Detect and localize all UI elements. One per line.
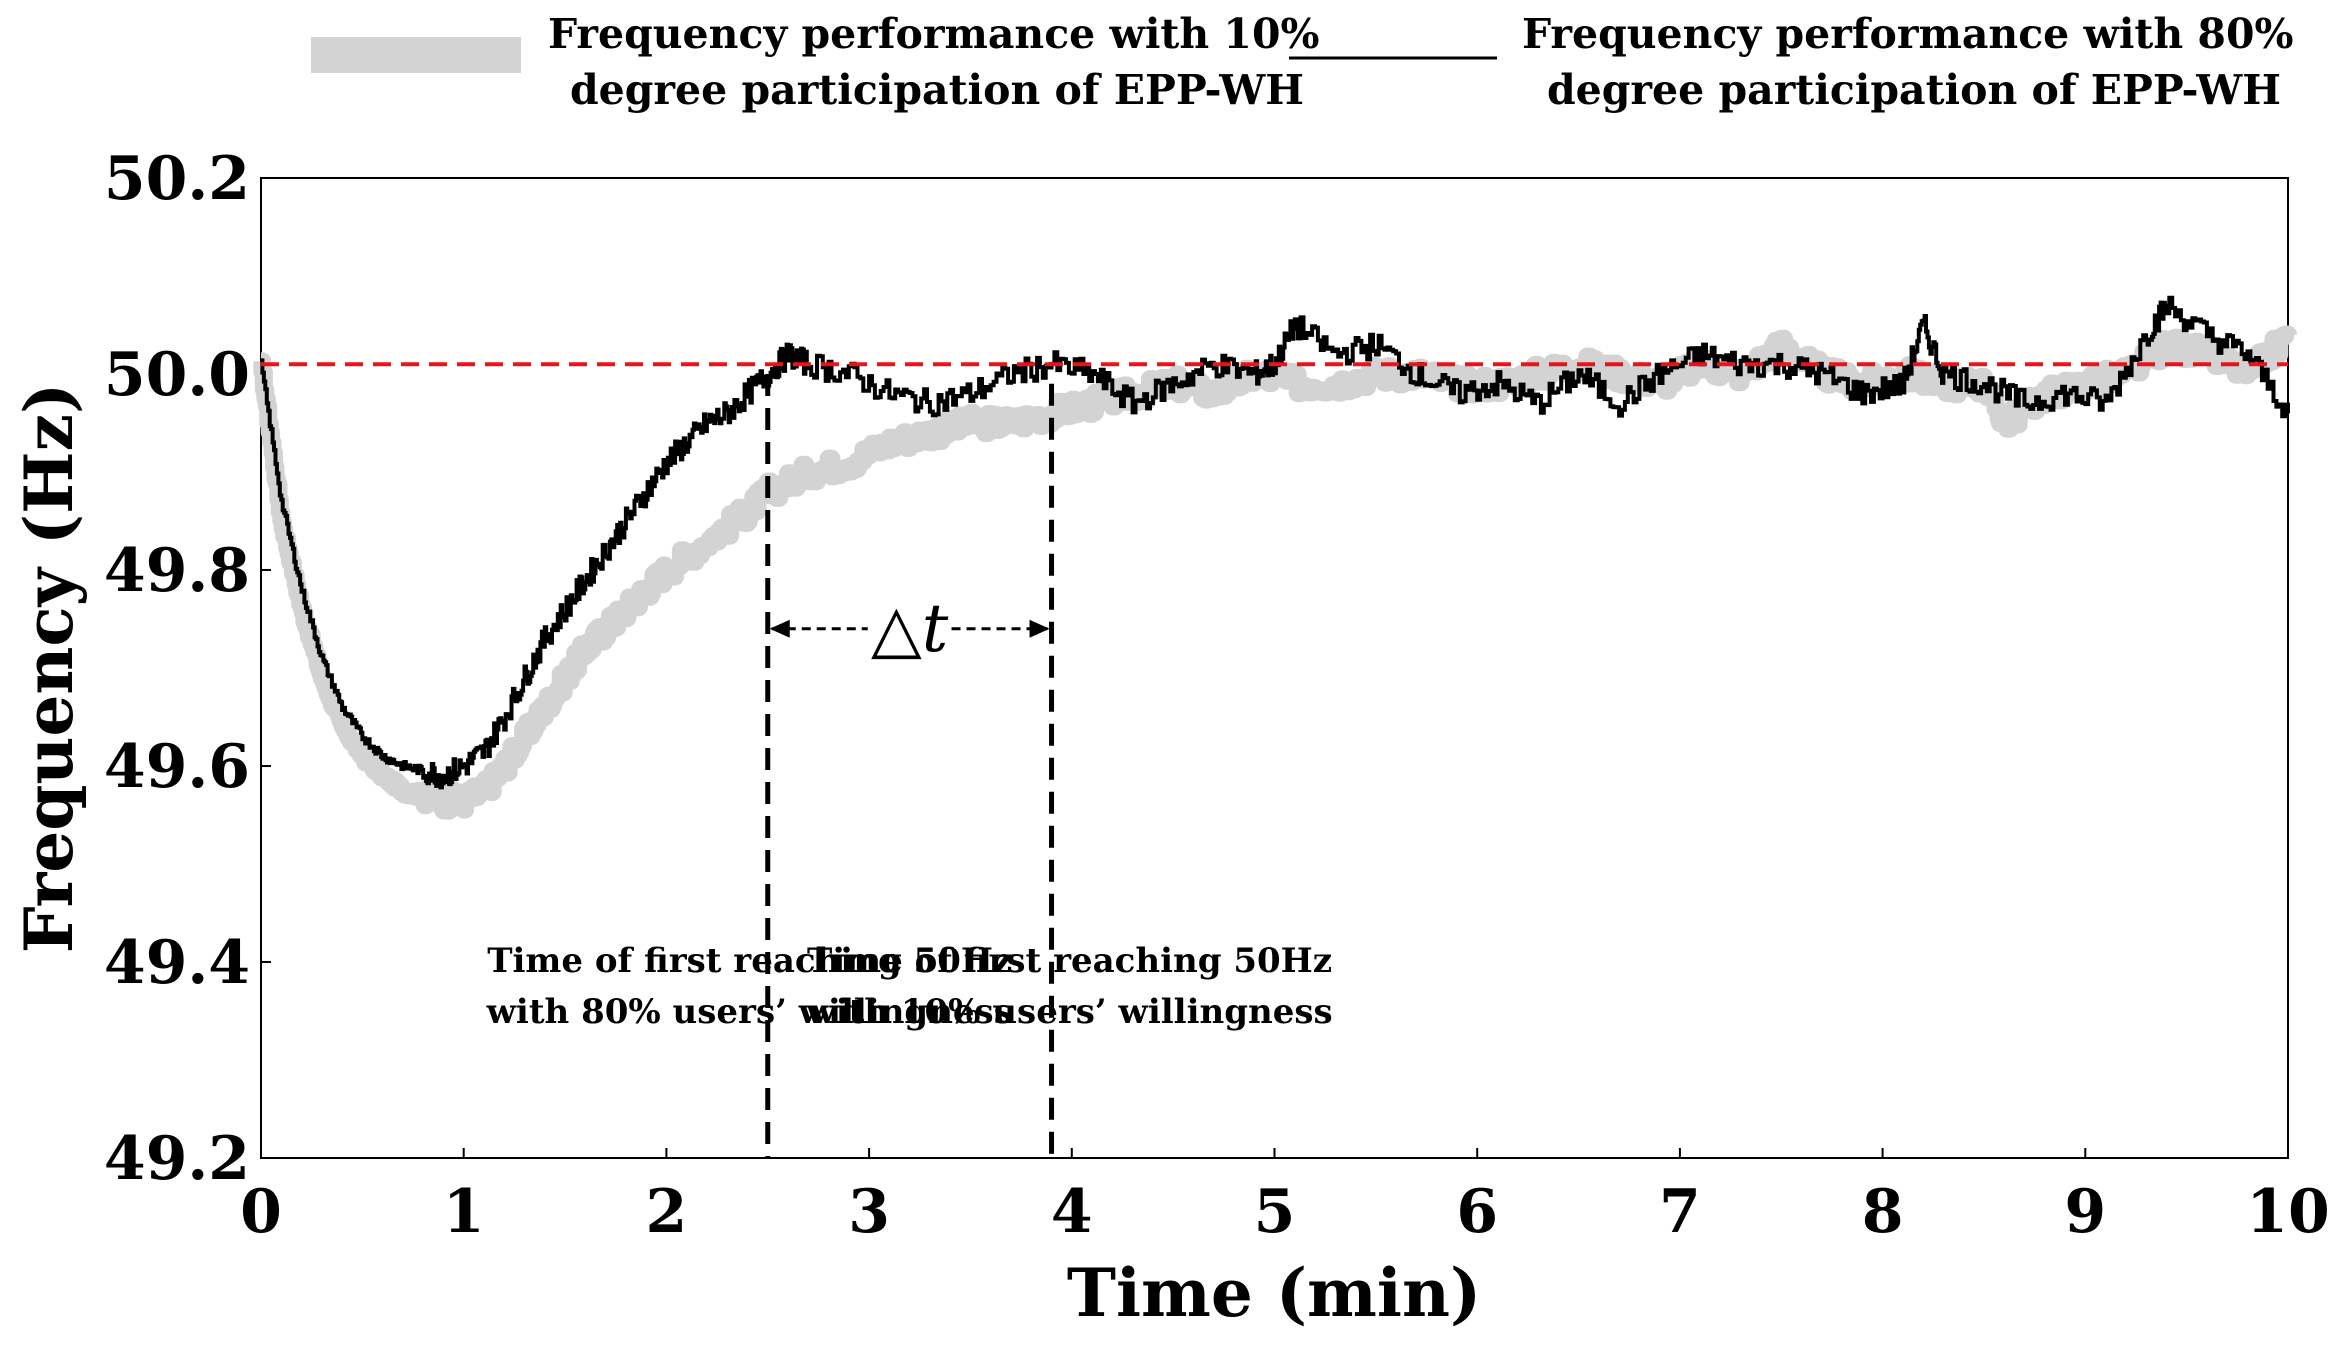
delta-t-label: △t [871, 590, 949, 667]
y-tick-label: 49.4 [104, 928, 250, 998]
legend-label-80pct-line1: Frequency performance with 80% [1522, 10, 2293, 58]
y-tick-label: 50.0 [104, 340, 250, 410]
x-axis: 0 1 2 3 4 5 6 7 8 9 10 [240, 1148, 2330, 1247]
x-tick-label: 5 [1254, 1177, 1296, 1247]
x-tick-label: 1 [443, 1177, 485, 1247]
x-axis-title: Time (min) [1067, 1254, 1481, 1332]
y-axis: 49.2 49.4 49.6 49.8 50.0 50.2 [104, 144, 271, 1194]
x-tick-label: 2 [646, 1177, 688, 1247]
series-layer [253, 295, 2297, 820]
x-tick-label: 9 [2064, 1177, 2106, 1247]
annotation-10pct-line2: with 10% users’ willingness [805, 992, 1332, 1032]
x-tick-label: 4 [1051, 1177, 1093, 1247]
annotation-80pct-line2: with 80% users’ willingness [486, 992, 1013, 1032]
legend-label-80pct-line2: degree participation of EPP-WH [1547, 66, 2281, 114]
x-tick-label: 0 [240, 1177, 282, 1247]
annotation-10pct-line1: Time of first reaching 50Hz [807, 941, 1332, 981]
legend-label-10pct-line1: Frequency performance with 10% [548, 10, 1319, 58]
y-axis-title: Frequency (Hz) [10, 383, 88, 953]
y-tick-label: 49.8 [104, 536, 250, 606]
series-line-80pct [260, 295, 2290, 790]
annotation-layer: △t Time of first reaching 50Hz with 80% us… [486, 374, 1333, 1158]
x-tick-label: 7 [1659, 1177, 1701, 1247]
x-tick-label: 8 [1862, 1177, 1904, 1247]
annotation-80pct-line1: Time of first reaching 50Hz [487, 941, 1012, 981]
legend: Frequency performance with 10% degree pa… [311, 10, 2293, 114]
delta-arrowhead-left [769, 619, 790, 638]
x-tick-label: 3 [848, 1177, 890, 1247]
y-tick-label: 49.2 [104, 1124, 250, 1194]
y-tick-label: 50.2 [104, 144, 250, 214]
y-tick-label: 49.6 [104, 732, 250, 802]
x-tick-label: 10 [2246, 1177, 2330, 1247]
legend-label-10pct-line2: degree participation of EPP-WH [570, 66, 1304, 114]
x-tick-label: 6 [1456, 1177, 1498, 1247]
series-line-10pct [253, 325, 2297, 820]
delta-arrowhead-right [1029, 619, 1050, 638]
